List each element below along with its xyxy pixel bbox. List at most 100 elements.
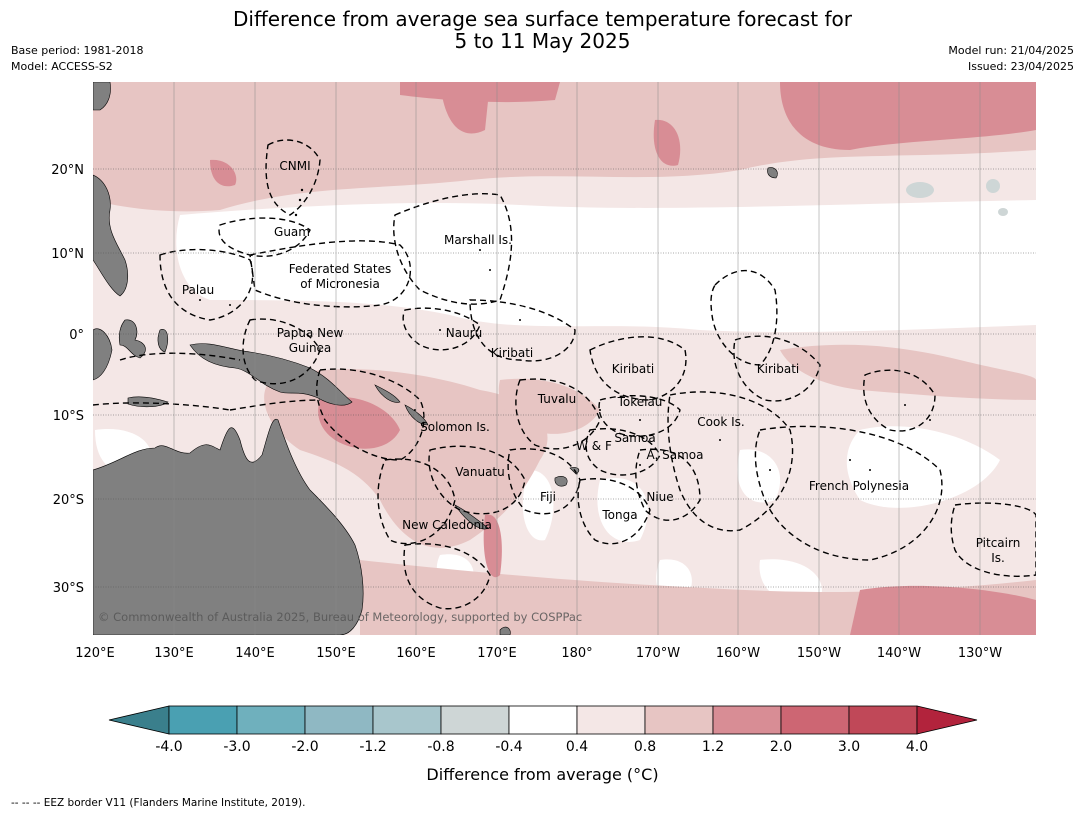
- colorbar-tick: 0.4: [566, 739, 588, 755]
- label-palau: Palau: [182, 283, 214, 297]
- model-run: Model run: 21/04/2025: [948, 44, 1074, 57]
- lat-label: 10°S: [53, 409, 84, 424]
- title-line-2: 5 to 11 May 2025: [454, 29, 631, 53]
- colorbar-segment: [168, 705, 238, 735]
- sst-near-average-patch: [522, 470, 554, 541]
- lon-label: 120°E: [75, 646, 115, 661]
- meta-left: Base period: 1981-2018 Model: ACCESS-S2: [11, 43, 143, 75]
- sulawesi-landmass: [118, 319, 146, 359]
- label-tuvalu: Tuvalu: [537, 392, 577, 406]
- lon-label: 160°E: [396, 646, 436, 661]
- lat-label: 10°N: [51, 247, 84, 262]
- label-nauru: Nauru: [446, 326, 482, 340]
- label-kiribati-east: Kiribati: [757, 362, 799, 376]
- sst-cool-patch: [998, 208, 1008, 216]
- colorbar-segment: [576, 705, 646, 735]
- graticule: [93, 168, 1036, 588]
- region-labels: CNMI Guam Marshall Is. Federated States …: [182, 159, 1020, 565]
- label-marshall: Marshall Is.: [444, 233, 512, 247]
- sst-cool-patch: [906, 182, 934, 198]
- label-vanuatu: Vanuatu: [455, 465, 505, 479]
- longitude-labels: 120°E 130°E 140°E 150°E 160°E 170°E 180°…: [75, 646, 1002, 661]
- sst-warm-core: [318, 396, 400, 449]
- label-niue: Niue: [646, 490, 673, 504]
- label-french-polynesia: French Polynesia: [809, 479, 909, 493]
- graticule-meridians: [173, 82, 981, 635]
- label-tonga: Tonga: [601, 508, 637, 522]
- label-guam: Guam: [274, 225, 310, 239]
- hawaii-landmass: [767, 167, 778, 179]
- label-fiji: Fiji: [540, 490, 556, 504]
- halmahera-landmass: [157, 329, 169, 353]
- label-solomon: Solomon Is.: [420, 420, 490, 434]
- colorbar-extend-high: [916, 705, 978, 735]
- label-cnmi: CNMI: [279, 159, 310, 173]
- sst-cool-patch: [986, 179, 1000, 193]
- sst-warm-band-tuvalu: [498, 378, 600, 434]
- colorbar-tick: 0.8: [634, 739, 656, 755]
- copyright-notice: © Commonwealth of Australia 2025, Bureau…: [98, 610, 582, 624]
- model-name: Model: ACCESS-S2: [11, 60, 113, 73]
- colorbar-tick: 1.2: [702, 739, 724, 755]
- sst-warm-core: [210, 159, 237, 187]
- title-line-1: Difference from average sea surface temp…: [232, 7, 852, 31]
- label-wallis-futuna: W & F: [576, 439, 612, 453]
- latitude-labels: 20°N 10°N 0° 10°S 20°S 30°S: [51, 163, 84, 596]
- lon-label: 140°E: [235, 646, 275, 661]
- small-islands: [199, 188, 931, 471]
- lon-label: 150°W: [797, 646, 841, 661]
- lon-label: 130°W: [958, 646, 1002, 661]
- colorbar-tick: -2.0: [291, 739, 318, 755]
- timor-landmass: [127, 396, 169, 408]
- label-png-1: Papua New: [277, 326, 344, 340]
- label-tokelau: Tokelau: [617, 395, 663, 409]
- label-kiribati-central: Kiribati: [612, 362, 654, 376]
- colorbar-tick: 2.0: [770, 739, 792, 755]
- new-caledonia-landmass: [454, 504, 489, 530]
- colorbar-tick: -1.2: [359, 739, 386, 755]
- colorbar-segment: [440, 705, 510, 735]
- colorbar-tick: -0.8: [427, 739, 454, 755]
- label-pitcairn-1: Pitcairn: [976, 536, 1021, 550]
- sst-near-average-patch: [846, 426, 1000, 508]
- label-fsm-1: Federated States: [289, 262, 391, 276]
- colorbar-segment: [236, 705, 306, 735]
- eez-legend-note: -- -- -- EEZ border V11 (Flanders Marine…: [11, 797, 306, 809]
- lon-label: 150°E: [316, 646, 356, 661]
- label-pitcairn-2: Is.: [991, 551, 1005, 565]
- sst-near-average-patch: [597, 478, 648, 542]
- colorbar-segment: [644, 705, 714, 735]
- colorbar-extend-low: [108, 705, 170, 735]
- philippines-landmass: [93, 82, 129, 297]
- label-samoa: Samoa: [614, 431, 655, 445]
- borneo-landmass: [93, 328, 113, 381]
- colorbar-tick: -4.0: [155, 739, 182, 755]
- lon-label: 180°: [561, 646, 592, 661]
- colorbar-tick: -0.4: [495, 739, 522, 755]
- fiji-landmass: [554, 467, 580, 487]
- colorbar-segment: [780, 705, 850, 735]
- colorbar-tick: -3.0: [223, 739, 250, 755]
- lat-label: 0°: [69, 328, 84, 343]
- colorbar-tick: 4.0: [906, 739, 928, 755]
- eez-borders: [93, 139, 1036, 610]
- label-cook: Cook Is.: [697, 415, 744, 429]
- sst-warm-core: [780, 82, 1036, 150]
- lon-label: 160°W: [716, 646, 760, 661]
- sst-warm-core: [850, 585, 1036, 635]
- lon-label: 140°W: [877, 646, 921, 661]
- sst-warm-core: [653, 119, 681, 166]
- colorbar-segment: [848, 705, 918, 735]
- issued-date: Issued: 23/04/2025: [967, 60, 1074, 73]
- sst-warm-core: [400, 82, 560, 103]
- lon-label: 170°W: [636, 646, 680, 661]
- meta-right: Model run: 21/04/2025 Issued: 23/04/2025: [948, 43, 1074, 75]
- label-american-samoa: A. Samoa: [647, 448, 704, 462]
- colorbar-segment: [372, 705, 442, 735]
- new-zealand-landmass: [499, 626, 511, 635]
- sst-warm-core: [483, 514, 502, 578]
- label-fsm-2: of Micronesia: [300, 277, 380, 291]
- colorbar-label: Difference from average (°C): [426, 765, 659, 784]
- colorbar-tick-labels: -4.0 -3.0 -2.0 -1.2 -0.8 -0.4 0.4 0.8 1.2 2.0 3.0 4…: [155, 739, 928, 755]
